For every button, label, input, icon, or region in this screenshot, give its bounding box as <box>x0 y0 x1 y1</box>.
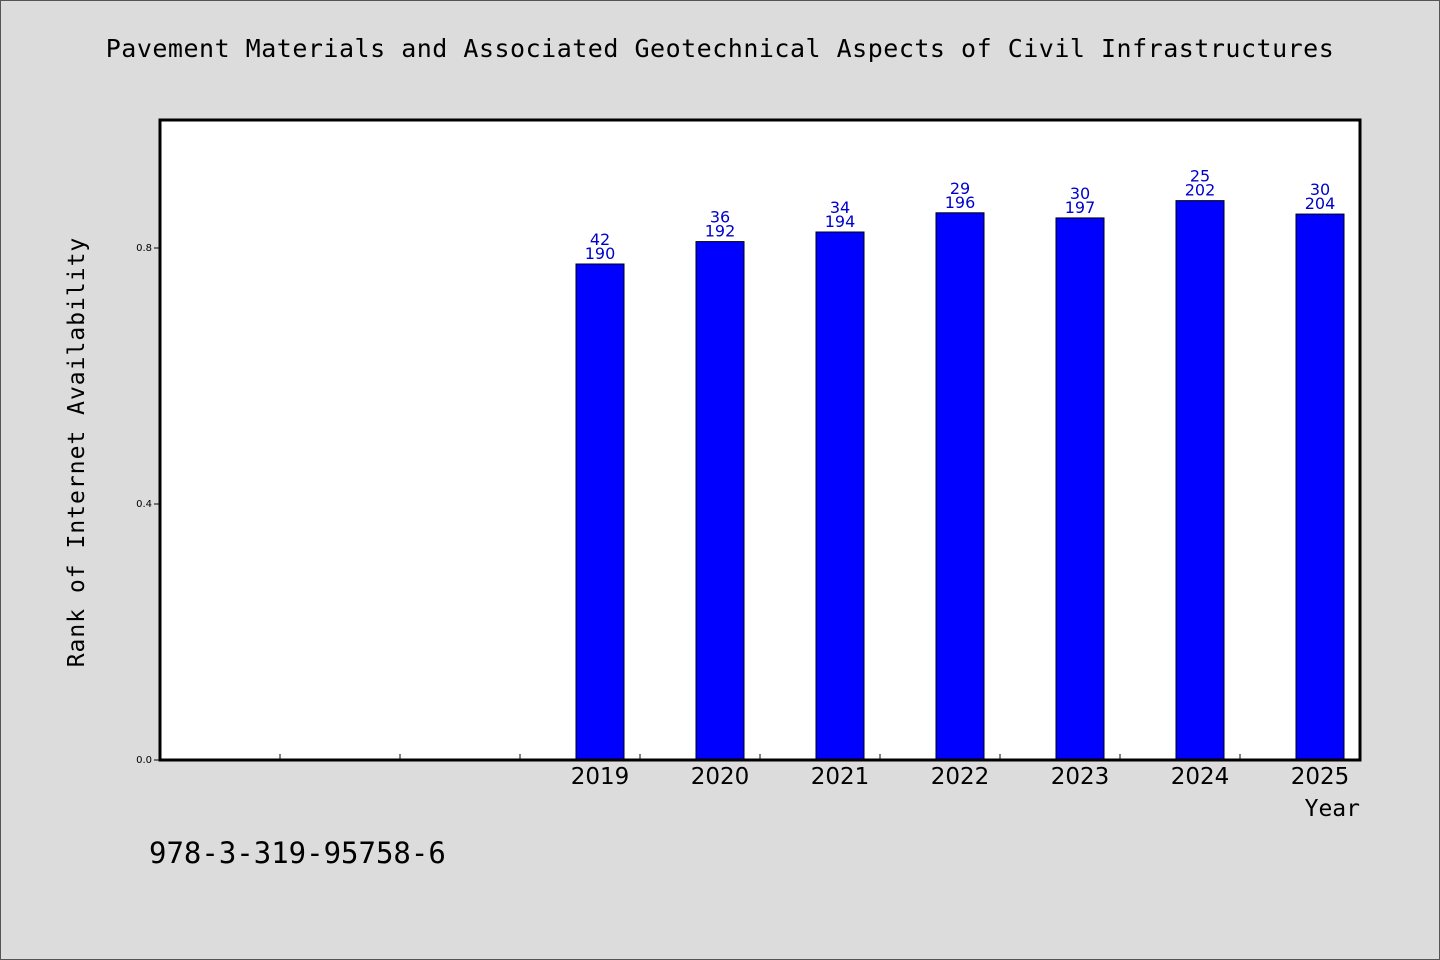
bar-label-bottom: 204 <box>1305 194 1336 213</box>
x-category-label: 2021 <box>811 764 870 790</box>
bar-label-top: 34 <box>830 198 850 217</box>
bar-label-bottom: 194 <box>825 212 856 231</box>
x-axis-label: Year <box>1304 796 1360 822</box>
bar-label-bottom: 190 <box>585 244 616 263</box>
bar-label-top: 30 <box>1310 180 1330 199</box>
bar <box>1175 200 1225 761</box>
bar <box>935 212 985 761</box>
bar-label-top: 36 <box>710 208 730 227</box>
bar-label-bottom: 202 <box>1185 181 1216 200</box>
bar-label-bottom: 197 <box>1065 198 1096 217</box>
bar-label-bottom: 196 <box>945 193 976 212</box>
chart-title: Pavement Materials and Associated Geotec… <box>105 34 1335 63</box>
y-tick-label: 0.0 <box>136 755 152 766</box>
bar-label-top: 42 <box>590 230 610 249</box>
bar-label-top: 25 <box>1190 167 1210 186</box>
bar <box>575 263 625 761</box>
y-tick-label: 0.4 <box>136 499 152 510</box>
isbn-footnote: 978-3-319-95758-6 <box>149 836 446 870</box>
bar <box>695 241 745 761</box>
x-category-label: 2024 <box>1171 764 1230 790</box>
bar-label-bottom: 192 <box>705 222 736 241</box>
x-category-label: 2023 <box>1051 764 1110 790</box>
bar <box>815 231 865 761</box>
bar <box>1295 213 1345 761</box>
x-category-label: 2020 <box>691 764 750 790</box>
plot-border <box>158 118 1362 762</box>
y-tick-label: 0.8 <box>136 243 152 254</box>
x-category-label: 2019 <box>571 764 630 790</box>
x-category-label: 2022 <box>931 764 990 790</box>
plot-area <box>160 120 1360 760</box>
bar-label-top: 30 <box>1070 184 1090 203</box>
bar-label-top: 29 <box>950 179 970 198</box>
bar <box>1055 217 1105 761</box>
x-category-label: 2025 <box>1291 764 1350 790</box>
